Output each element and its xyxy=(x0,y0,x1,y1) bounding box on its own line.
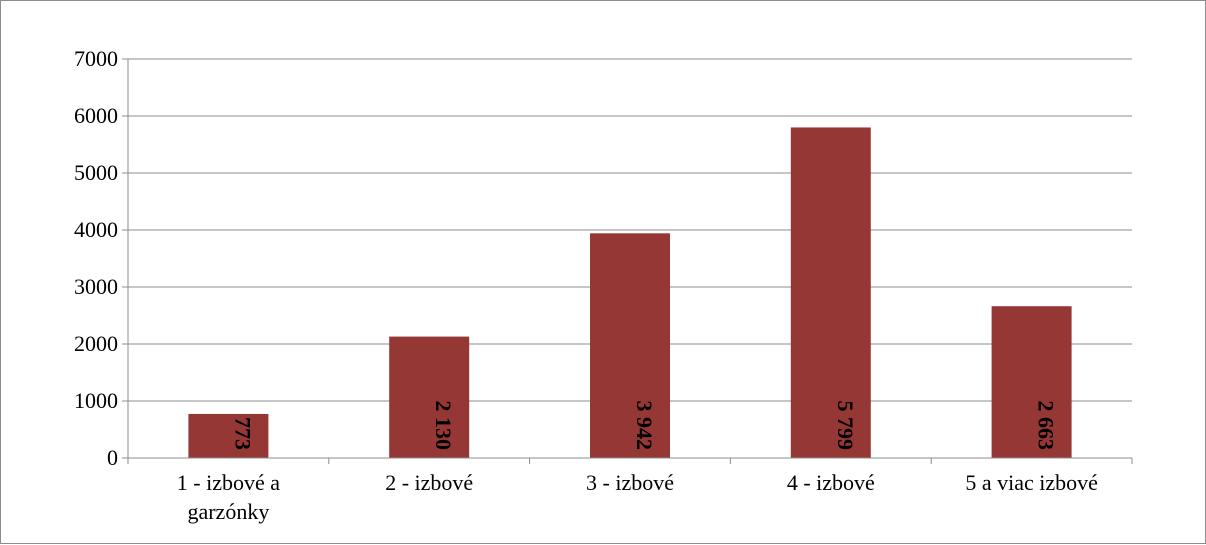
y-tick-label: 1000 xyxy=(74,388,118,413)
y-tick-label: 7000 xyxy=(74,46,118,71)
bar xyxy=(188,413,269,458)
bars xyxy=(188,127,1072,458)
y-tick-label: 5000 xyxy=(74,160,118,185)
x-category-label: 1 - izbové a xyxy=(177,470,280,495)
y-tick-label: 3000 xyxy=(74,274,118,299)
y-tick-labels: 0 1000 2000 3000 4000 5000 6000 7000 xyxy=(74,46,118,470)
y-tick-label: 4000 xyxy=(74,217,118,242)
data-labels: 773 2 130 3 942 5 799 2 663 xyxy=(230,401,1058,451)
bar xyxy=(590,233,670,458)
y-tick-label: 2000 xyxy=(74,331,118,356)
y-tick-label: 0 xyxy=(107,445,118,470)
x-category-label: 4 - izbové xyxy=(787,470,875,495)
x-category-labels: 1 - izbové a garzónky 2 - izbové 3 - izbové… xyxy=(177,470,1098,524)
data-label: 2 663 xyxy=(1034,401,1059,451)
bar xyxy=(991,306,1072,458)
x-category-label: 5 a viac izbové xyxy=(965,470,1098,495)
bar xyxy=(389,336,470,458)
axes xyxy=(122,58,1133,464)
bar xyxy=(790,127,871,458)
data-label: 5 799 xyxy=(833,401,858,451)
x-category-label: 3 - izbové xyxy=(586,470,674,495)
x-category-label: 2 - izbové xyxy=(385,470,473,495)
y-tick-label: 6000 xyxy=(74,103,118,128)
data-label: 3 942 xyxy=(632,401,657,451)
data-label: 2 130 xyxy=(431,401,456,451)
x-category-label: garzónky xyxy=(187,499,269,524)
data-label: 773 xyxy=(230,417,255,450)
